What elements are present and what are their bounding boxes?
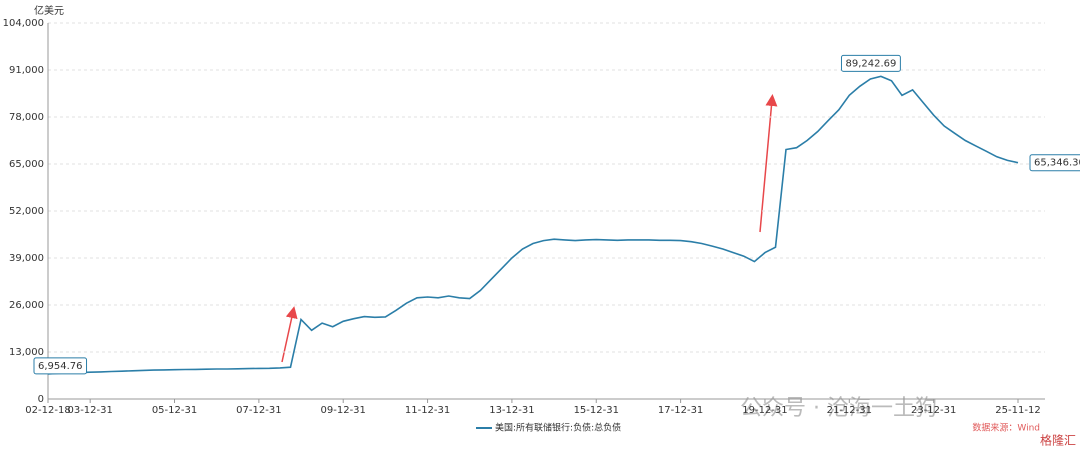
legend: 美国:所有联储银行:负债:总负债 [476, 422, 621, 434]
y-tick-label: 65,000 [9, 159, 44, 170]
value-label: 65,346.30 [1029, 154, 1080, 172]
source-note: 数据来源：Wind [972, 422, 1040, 434]
y-tick-label: 13,000 [9, 347, 44, 358]
x-tick-label: 17-12-31 [658, 405, 703, 416]
y-tick-label: 26,000 [9, 300, 44, 311]
y-tick-label: 39,000 [9, 253, 44, 264]
y-tick-label: 0 [38, 394, 44, 405]
x-tick-label: 02-12-18 [25, 405, 70, 416]
value-label-box [840, 54, 901, 72]
y-tick-label: 91,000 [9, 65, 44, 76]
annotation-arrow [759, 94, 778, 233]
x-tick-label: 05-12-31 [152, 405, 197, 416]
value-label-text: 65,346.30 [1034, 158, 1080, 169]
x-tick-label: 19-12-31 [742, 405, 787, 416]
value-label: 89,242.69 [840, 54, 901, 72]
brand: 格隆汇 [1040, 433, 1076, 448]
x-tick-label: 23-12-31 [911, 405, 956, 416]
value-label-box [33, 357, 88, 375]
y-tick-label: 78,000 [9, 112, 44, 123]
x-tick-label: 07-12-31 [236, 405, 281, 416]
value-label-box [1029, 154, 1080, 172]
value-label-text: 89,242.69 [845, 58, 896, 69]
y-tick-label: 52,000 [9, 206, 44, 217]
watermark: 公众号 · 沧海一土狗 [740, 396, 937, 421]
value-label: 6,954.76 [33, 357, 88, 375]
x-tick-label: 21-12-31 [827, 405, 872, 416]
unit-label: 亿美元 [34, 4, 64, 17]
x-tick-label: 03-12-31 [67, 405, 112, 416]
annotation-arrow [281, 306, 298, 363]
series-line [47, 75, 1019, 375]
value-label-text: 6,954.76 [38, 361, 83, 372]
x-tick-label: 13-12-31 [489, 405, 534, 416]
x-tick-label: 15-12-31 [574, 405, 619, 416]
y-tick-label: 104,000 [3, 18, 44, 29]
x-tick-label: 09-12-31 [321, 405, 366, 416]
x-tick-label: 25-11-12 [995, 405, 1040, 416]
legend-label: 美国:所有联储银行:负债:总负债 [495, 422, 621, 434]
x-tick-label: 11-12-31 [405, 405, 450, 416]
